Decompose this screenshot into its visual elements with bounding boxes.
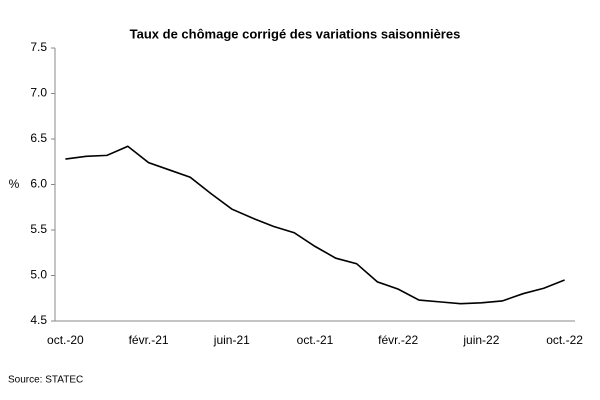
y-tick-label: 4.5: [30, 313, 47, 327]
line: [65, 145, 565, 305]
y-tick-label: 5.0: [30, 268, 47, 282]
chart-title: Taux de chômage corrigé des variations s…: [130, 26, 461, 41]
x-tick-label: oct.-21: [297, 333, 334, 347]
source: Source: STATEC: [8, 375, 83, 386]
y-tick-label: 5.5: [30, 222, 47, 236]
x-tick-label: oct.-20: [47, 333, 84, 347]
x-tick-label: juin-21: [213, 333, 250, 347]
y-tick-label: 7.5: [30, 40, 47, 54]
x-tick-label: févr.-22: [378, 333, 418, 347]
y-tick-label: 7.0: [30, 86, 47, 100]
x-tick-label: févr.-21: [129, 333, 169, 347]
y-tick-label: 6.5: [30, 131, 47, 145]
y-axis-label: %: [9, 177, 20, 191]
x-tick-label: oct.-22: [546, 333, 583, 347]
y-tick-label: 6.0: [30, 177, 47, 191]
x-tick-label: juin-22: [462, 333, 499, 347]
